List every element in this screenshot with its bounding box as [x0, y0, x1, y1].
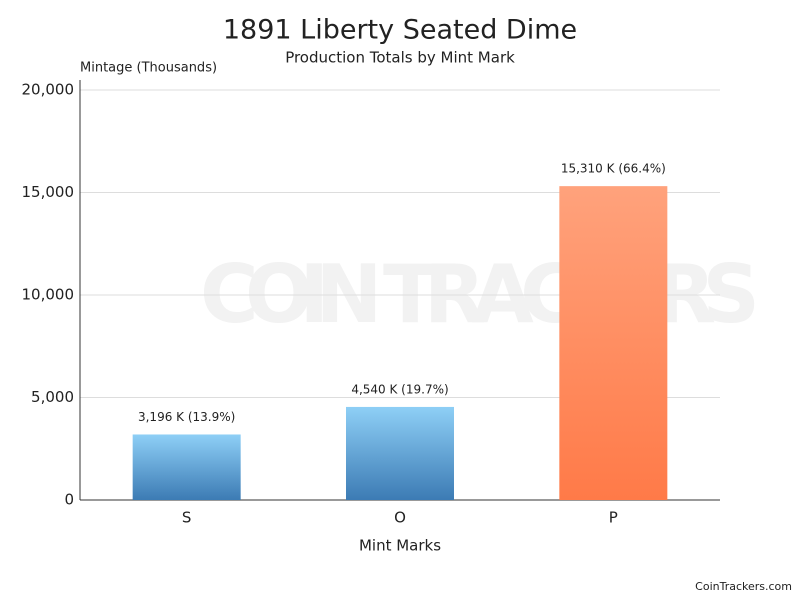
bar	[346, 406, 454, 500]
data-label: 4,540 K (19.7%)	[351, 382, 448, 396]
y-axis-label: Mintage (Thousands)	[80, 61, 217, 76]
x-tick-label: P	[609, 509, 618, 527]
bar	[559, 186, 668, 500]
y-tick-label: 20,000	[22, 81, 75, 99]
x-tick-label: S	[182, 509, 192, 527]
data-label: 15,310 K (66.4%)	[561, 162, 666, 176]
data-label: 3,196 K (13.9%)	[138, 410, 235, 424]
chart-subtitle: Production Totals by Mint Mark	[285, 49, 515, 67]
x-tick-label: O	[394, 509, 406, 527]
chart-title: 1891 Liberty Seated Dime	[223, 15, 577, 46]
y-tick-label: 5,000	[31, 388, 74, 406]
watermark: COIN TRACKERS	[200, 248, 760, 341]
credit: CoinTrackers.com	[695, 580, 792, 593]
bar	[132, 434, 241, 500]
y-tick-label: 15,000	[22, 183, 75, 201]
x-axis-label: Mint Marks	[359, 537, 441, 555]
y-tick-label: 0	[64, 491, 74, 509]
y-tick-label: 10,000	[22, 286, 75, 304]
